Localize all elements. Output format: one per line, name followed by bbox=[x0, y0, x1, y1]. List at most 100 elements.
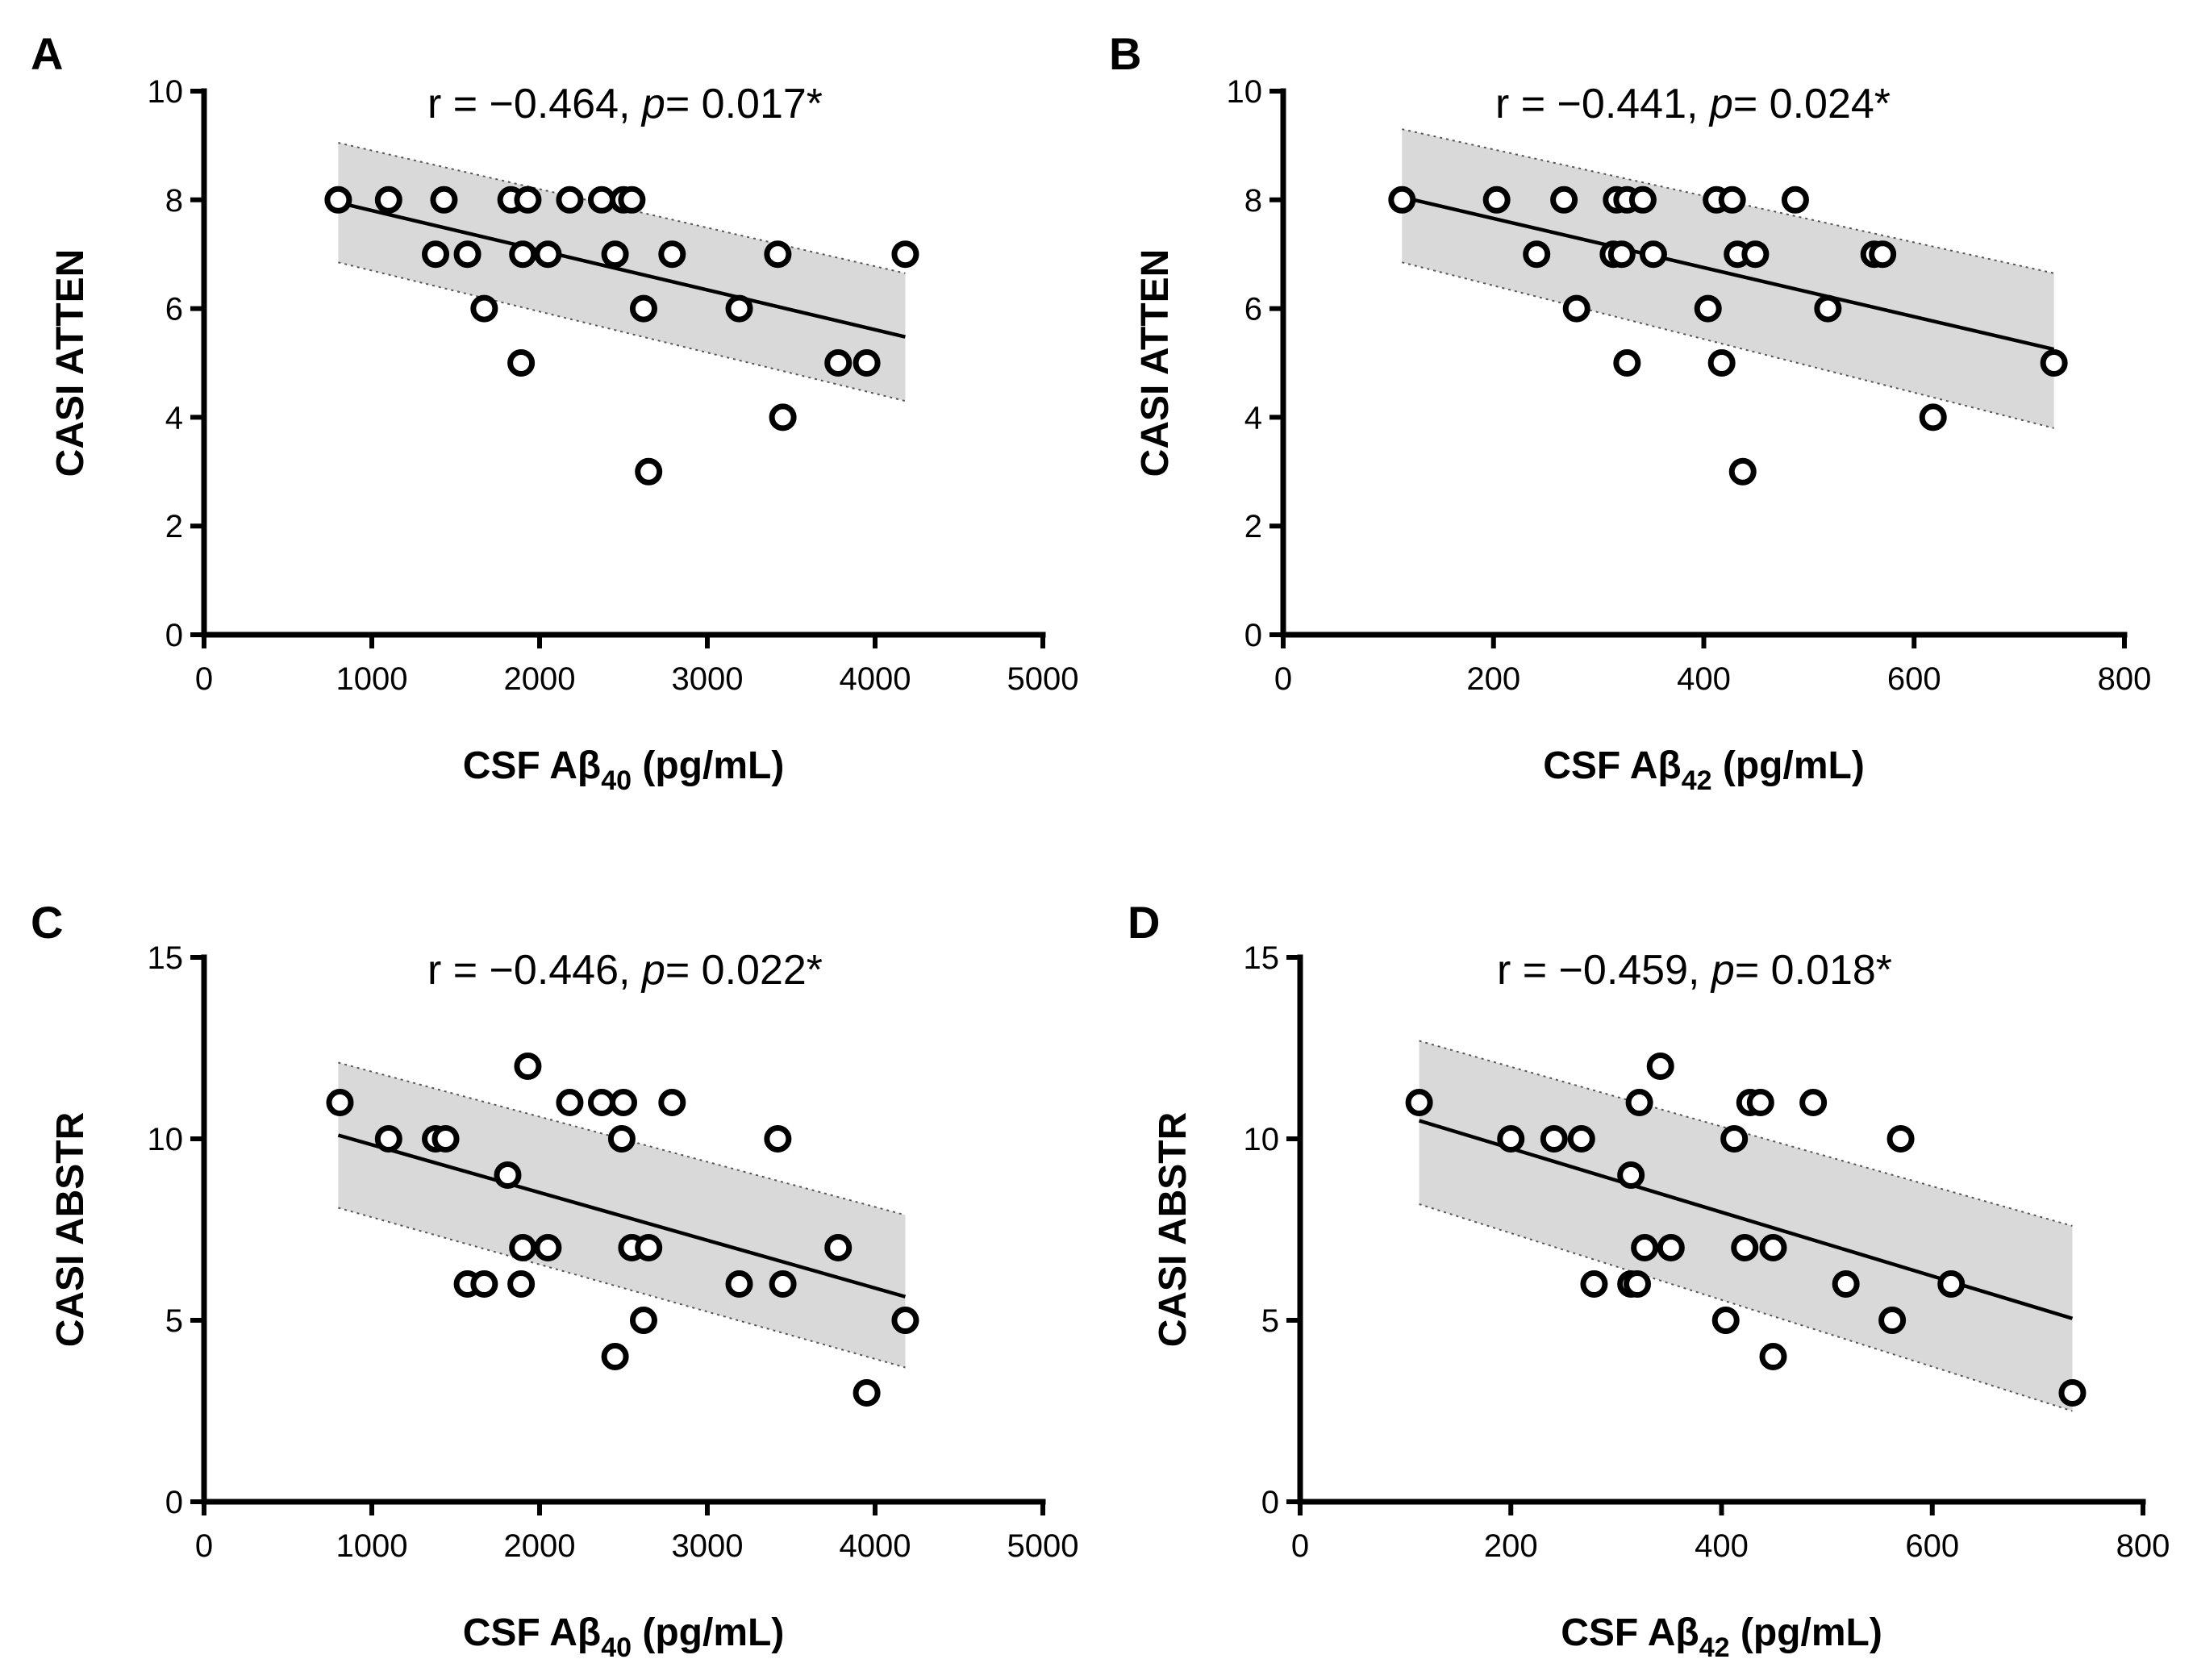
y-tick-label: 5 bbox=[1261, 1303, 1279, 1339]
x-axis-label-unit: (pg/mL) bbox=[1712, 744, 1865, 787]
x-axis-label-subscript: 42 bbox=[1682, 765, 1712, 796]
confidence-band-lower bbox=[1402, 261, 2054, 429]
data-point bbox=[610, 1089, 637, 1116]
y-axis-label: CASI ABSTR bbox=[49, 1112, 92, 1348]
data-point bbox=[494, 1161, 522, 1189]
correlation-annotation: r = −0.441, p= 0.024* bbox=[1495, 81, 1891, 127]
data-point bbox=[2058, 1379, 2087, 1407]
data-point bbox=[618, 186, 646, 214]
data-point bbox=[1878, 1307, 1907, 1334]
data-point bbox=[2040, 349, 2068, 377]
data-point bbox=[507, 1270, 536, 1298]
stat-p-letter: p bbox=[1710, 947, 1735, 994]
data-point bbox=[769, 403, 797, 431]
confidence-band-lower bbox=[338, 261, 906, 402]
stat-p: = 0.018* bbox=[1735, 947, 1892, 994]
x-tick-label: 600 bbox=[1887, 661, 1941, 697]
data-point bbox=[1720, 1125, 1749, 1153]
data-point bbox=[1741, 240, 1770, 269]
data-point bbox=[1746, 1089, 1774, 1116]
data-point bbox=[1886, 1125, 1915, 1153]
data-point bbox=[324, 186, 352, 214]
y-tick-label: 6 bbox=[165, 292, 183, 327]
data-point bbox=[1657, 1234, 1685, 1261]
data-point bbox=[1718, 186, 1746, 214]
y-tick-label: 0 bbox=[165, 618, 183, 653]
confidence-band bbox=[338, 143, 906, 402]
data-point bbox=[470, 294, 498, 323]
x-axis-label-main: CSF Aβ bbox=[1561, 1611, 1699, 1654]
y-tick-label: 8 bbox=[165, 183, 183, 219]
y-tick-label: 10 bbox=[148, 74, 184, 110]
data-point bbox=[374, 186, 402, 214]
y-axis-label: CASI ATTEN bbox=[49, 249, 92, 477]
y-tick-label: 0 bbox=[1244, 618, 1262, 653]
data-point bbox=[1814, 294, 1842, 323]
stat-r: r = −0.446, bbox=[427, 947, 642, 994]
data-point bbox=[891, 1307, 919, 1334]
y-tick-label: 10 bbox=[1244, 1122, 1280, 1157]
data-point bbox=[1567, 1125, 1595, 1153]
stat-p: = 0.024* bbox=[1733, 81, 1891, 127]
data-point bbox=[635, 1234, 663, 1261]
data-point bbox=[725, 294, 753, 323]
x-tick-label: 1000 bbox=[336, 661, 408, 697]
x-tick-label: 400 bbox=[1695, 1528, 1749, 1564]
panel-letter: D bbox=[1128, 897, 1160, 948]
y-tick-label: 4 bbox=[1244, 400, 1262, 436]
data-point bbox=[1482, 186, 1511, 214]
panel-b: B 0 2 4 6 8 10 0 200 400 600 800 r = −0.441, p= 0.02… bbox=[1109, 28, 2151, 796]
x-axis-label-unit: (pg/mL) bbox=[632, 1611, 784, 1654]
x-axis-label-subscript: 42 bbox=[1699, 1632, 1730, 1663]
stat-p-letter: p bbox=[640, 947, 665, 994]
y-tick-label: 0 bbox=[165, 1485, 183, 1520]
x-axis-label-main: CSF Aβ bbox=[463, 1611, 602, 1654]
data-point bbox=[1799, 1089, 1828, 1116]
y-tick-label: 15 bbox=[1244, 940, 1280, 976]
data-point bbox=[1759, 1234, 1787, 1261]
x-tick-label: 800 bbox=[2116, 1528, 2170, 1564]
data-point bbox=[374, 1125, 402, 1153]
data-point bbox=[891, 240, 919, 269]
y-tick-label: 0 bbox=[1261, 1485, 1279, 1520]
x-tick-label: 200 bbox=[1466, 661, 1520, 697]
data-point bbox=[1540, 1125, 1568, 1153]
x-axis-label: CSF Aβ40 (pg/mL) bbox=[463, 1611, 785, 1663]
stat-r: r = −0.464, bbox=[427, 81, 642, 127]
data-point bbox=[1694, 294, 1722, 323]
data-point bbox=[1388, 186, 1416, 214]
x-axis-label-main: CSF Aβ bbox=[463, 744, 602, 787]
x-axis-label-subscript: 40 bbox=[601, 765, 632, 796]
x-tick-label: 800 bbox=[2098, 661, 2152, 697]
confidence-band bbox=[1402, 129, 2054, 428]
data-point bbox=[1646, 1053, 1674, 1080]
data-point bbox=[587, 186, 615, 214]
x-axis-label-unit: (pg/mL) bbox=[632, 744, 784, 787]
data-point bbox=[1523, 240, 1551, 269]
data-point bbox=[725, 1270, 753, 1298]
x-axis-label: CSF Aβ40 (pg/mL) bbox=[463, 744, 785, 796]
data-point bbox=[1731, 1234, 1759, 1261]
y-tick-label: 10 bbox=[1227, 74, 1263, 110]
data-point bbox=[1580, 1270, 1608, 1298]
y-tick-label: 2 bbox=[165, 509, 183, 544]
y-tick-label: 2 bbox=[1244, 509, 1262, 544]
x-tick-label: 600 bbox=[1905, 1528, 1959, 1564]
x-tick-label: 4000 bbox=[840, 661, 911, 697]
data-point bbox=[853, 349, 881, 377]
confidence-band-lower bbox=[1419, 1203, 2073, 1412]
data-point bbox=[430, 186, 458, 214]
data-point bbox=[1631, 1234, 1659, 1261]
correlation-annotation: r = −0.464, p= 0.017* bbox=[427, 81, 823, 127]
x-axis-label: CSF Aβ42 (pg/mL) bbox=[1543, 744, 1865, 796]
data-point bbox=[769, 1270, 797, 1298]
panel-letter: B bbox=[1109, 28, 1141, 79]
data-point bbox=[1497, 1125, 1525, 1153]
x-tick-label: 0 bbox=[1274, 661, 1292, 697]
regression-line bbox=[337, 1133, 907, 1299]
data-point bbox=[556, 1089, 584, 1116]
data-point bbox=[1707, 349, 1736, 377]
x-axis-label: CSF Aβ42 (pg/mL) bbox=[1561, 1611, 1882, 1663]
x-tick-label: 0 bbox=[195, 661, 213, 697]
data-point bbox=[514, 1053, 542, 1080]
